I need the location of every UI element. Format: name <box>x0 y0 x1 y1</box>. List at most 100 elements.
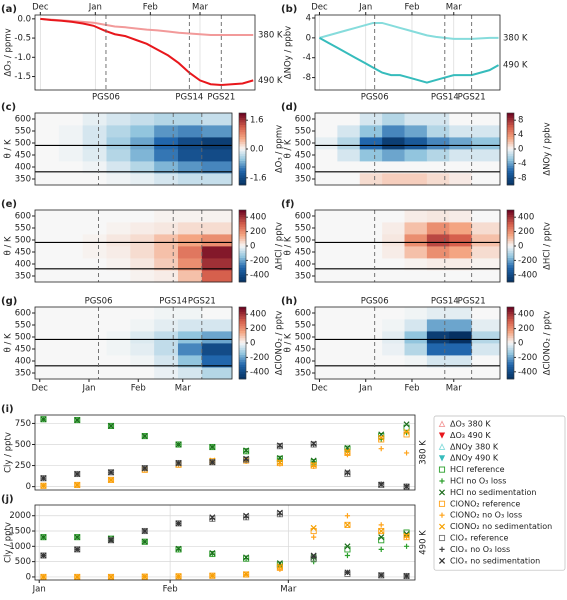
heat-cell <box>106 258 131 271</box>
colorbar-tick-label: -200 <box>250 256 269 266</box>
heat-cell <box>35 161 60 174</box>
colorbar-segment <box>239 113 246 116</box>
heat-cell <box>201 113 233 126</box>
side-label: 380 K <box>419 440 429 465</box>
marker <box>107 476 115 483</box>
colorbar-segment <box>239 272 246 276</box>
heat-cell <box>154 331 179 344</box>
marker <box>403 483 410 490</box>
heat-cell <box>471 355 501 368</box>
heat-cell <box>471 113 501 126</box>
heat-cell <box>471 307 501 320</box>
colorbar-segment <box>239 321 246 325</box>
colorbar-segment <box>507 362 514 365</box>
x-tick-label: Mar <box>192 3 209 13</box>
heat-cell <box>337 258 361 271</box>
colorbar-segment <box>239 231 246 235</box>
line-end-label: 380 K <box>258 31 283 41</box>
heat-cell <box>359 355 383 368</box>
heat-cell <box>35 355 60 368</box>
heat-cell <box>35 125 60 138</box>
marker <box>209 572 216 579</box>
colorbar-segment <box>239 170 246 174</box>
colorbar-segment <box>239 117 246 121</box>
heat-cell <box>58 161 84 174</box>
colorbar-segment <box>507 328 514 332</box>
colorbar-segment <box>507 352 514 356</box>
colorbar-segment <box>239 180 246 183</box>
heat-cell <box>58 307 84 320</box>
legend-marker <box>439 546 445 552</box>
colorbar-tick-label: 1.6 <box>250 116 264 126</box>
heat-cell <box>404 367 428 380</box>
heat-cell <box>35 319 60 332</box>
marker <box>378 434 385 441</box>
colorbar-segment <box>507 241 514 244</box>
heat-cell <box>449 222 473 235</box>
heat-cell <box>130 270 155 283</box>
colorbar-tick-label: 200 <box>518 227 534 237</box>
data-line <box>319 21 499 40</box>
colorbar-segment <box>239 371 246 375</box>
heat-cell <box>449 307 473 320</box>
heat-cell <box>130 246 155 259</box>
marker <box>107 422 115 429</box>
heat-cell <box>337 149 361 162</box>
heat-cell <box>404 270 428 283</box>
colorbar-segment <box>507 125 514 128</box>
colorbar-segment <box>239 343 246 346</box>
marker <box>175 545 182 552</box>
colorbar-segment <box>239 277 246 280</box>
heat-cell <box>382 125 405 138</box>
y-tick-label: 600 <box>295 212 311 222</box>
heat-cell <box>106 355 131 368</box>
colorbar-segment <box>507 161 514 164</box>
heat-cell <box>382 113 405 126</box>
panel-label: (g) <box>1 296 17 307</box>
colorbar-segment <box>507 122 514 126</box>
x-tick-label: Dec <box>311 384 328 394</box>
legend-marker <box>438 523 446 530</box>
y-tick-label: 2000 <box>9 511 31 521</box>
y-tick-label: 0 <box>26 572 31 582</box>
heat-cell <box>177 270 203 283</box>
y-tick-label: 550 <box>295 224 311 234</box>
colorbar-segment <box>239 212 246 216</box>
y-tick-label: 350 <box>295 369 311 379</box>
heat-cell <box>359 210 383 223</box>
heat-cell <box>82 210 107 223</box>
heat-cell <box>82 367 107 380</box>
colorbar-segment <box>239 258 246 261</box>
heat-cell <box>201 307 233 320</box>
colorbar-segment <box>507 146 514 150</box>
heat-cell <box>35 307 60 320</box>
colorbar-segment <box>507 347 514 351</box>
colorbar-segment <box>239 158 246 162</box>
marker <box>243 571 250 578</box>
marker <box>209 550 216 557</box>
heat-cell <box>382 307 405 320</box>
colorbar-tick-label: -400 <box>250 270 269 280</box>
heat-cell <box>35 234 60 247</box>
heat-cell <box>106 173 131 186</box>
heat-cell <box>177 173 203 186</box>
heat-cell <box>337 234 361 247</box>
colorbar-segment <box>507 212 514 216</box>
heat-cell <box>382 355 405 368</box>
colorbar-tick-label: 0 <box>250 242 255 252</box>
data-line <box>318 36 499 84</box>
colorbar-segment <box>507 214 514 218</box>
colorbar-segment <box>239 132 246 135</box>
legend-label: HCl no O₃ loss <box>450 477 506 486</box>
y-tick-label: 250 <box>15 461 31 471</box>
y-tick-label: 600 <box>295 115 311 125</box>
heat-cell <box>382 173 405 186</box>
heat-cell <box>35 367 60 380</box>
marker <box>209 443 216 451</box>
colorbar-segment <box>507 272 514 276</box>
colorbar-segment <box>507 270 514 273</box>
colorbar-tick-label: 0 <box>518 339 523 349</box>
y-tick-label: 350 <box>295 175 311 185</box>
legend-marker <box>438 534 446 542</box>
colorbar-segment <box>507 127 514 131</box>
